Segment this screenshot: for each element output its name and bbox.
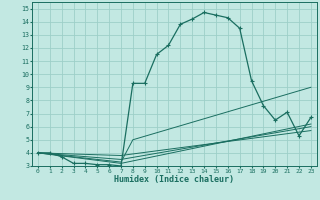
X-axis label: Humidex (Indice chaleur): Humidex (Indice chaleur) xyxy=(115,175,234,184)
